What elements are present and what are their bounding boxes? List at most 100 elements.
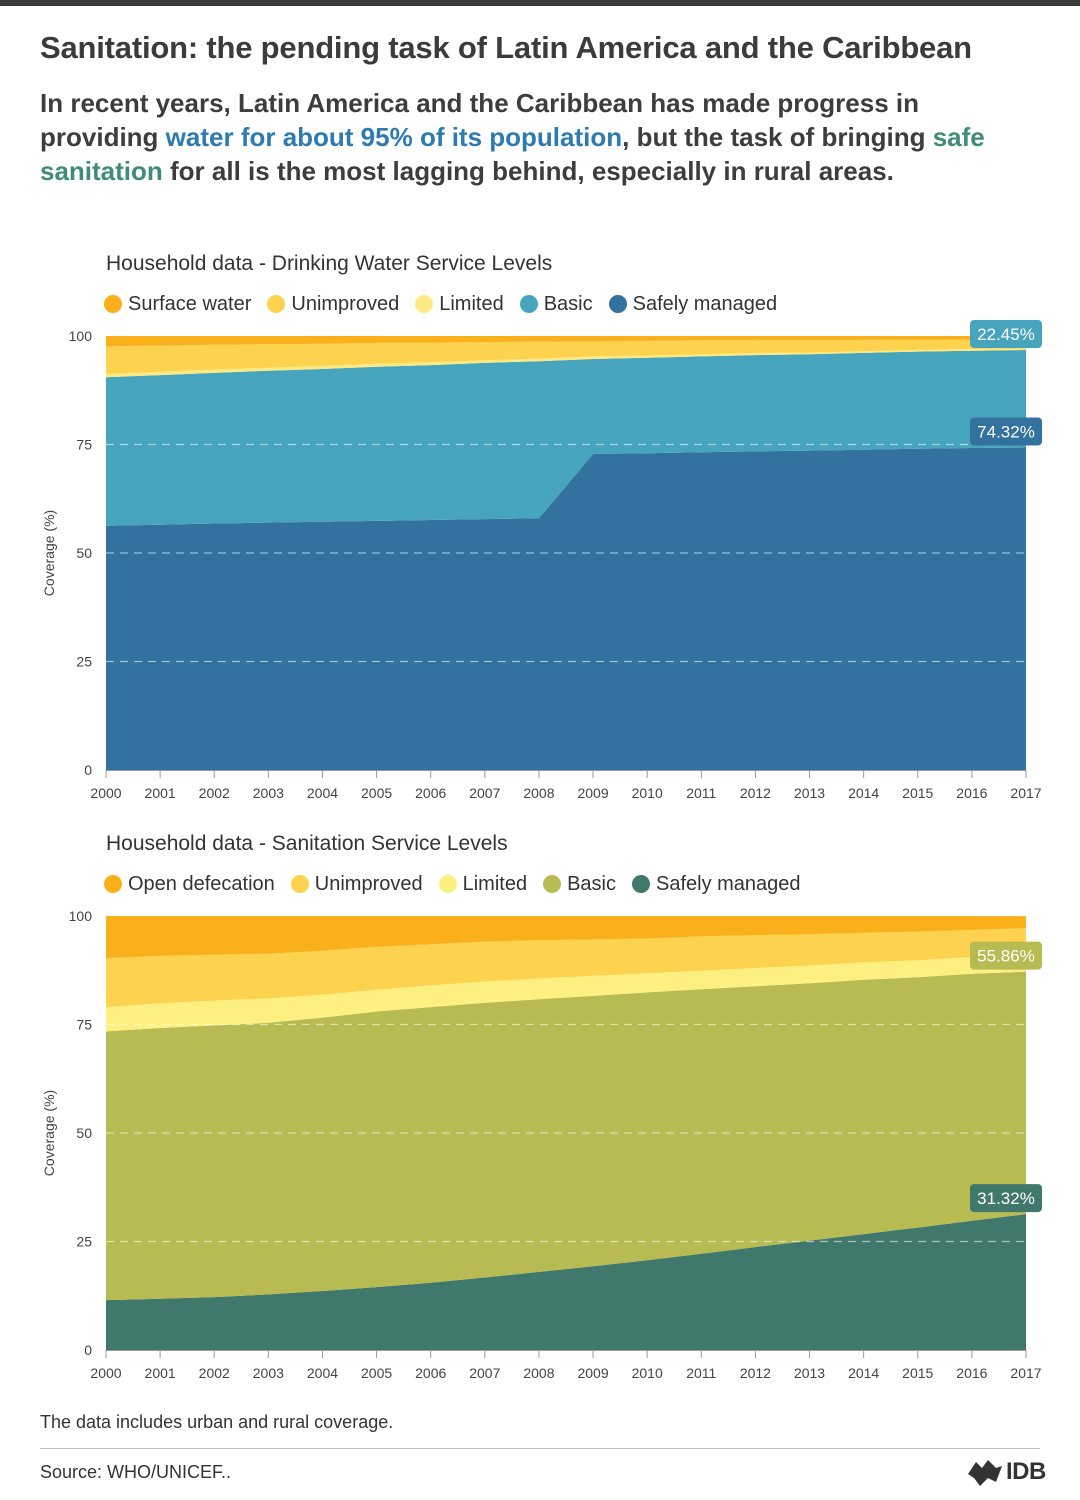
idb-logo-text: IDB [1006, 1458, 1046, 1485]
x-tick-label: 2017 [1010, 785, 1041, 801]
x-tick-label: 2012 [740, 785, 771, 801]
sanitation-chart-title: Household data - Sanitation Service Leve… [106, 832, 508, 855]
x-tick-label: 2014 [848, 1365, 879, 1381]
x-tick-label: 2010 [632, 1365, 663, 1381]
legend-swatch [438, 875, 457, 893]
legend-item: Unimproved [267, 293, 399, 316]
value-badge-bg [970, 1184, 1042, 1213]
x-tick-label: 2009 [577, 1365, 608, 1381]
water-chart-title: Household data - Drinking Water Service … [106, 252, 553, 275]
x-tick-label: 2013 [794, 785, 825, 801]
x-tick-label: 2003 [253, 785, 284, 801]
y-tick-label: 50 [76, 1125, 92, 1141]
legend-label: Basic [567, 872, 616, 895]
value-badge: 31.32% [970, 1184, 1042, 1213]
value-badge-bg [970, 417, 1042, 446]
x-tick-label: 2007 [469, 785, 500, 801]
x-tick-label: 2017 [1010, 1365, 1041, 1381]
x-tick-label: 2004 [307, 785, 338, 801]
top-bar [0, 0, 1080, 6]
x-tick-label: 2008 [523, 785, 554, 801]
legend-swatch [519, 295, 538, 313]
water-chart: 0 25 50 75 100 Coverage (%) 2000 2001 2002 2003 20… [41, 320, 1042, 801]
legend-item: Surface water [104, 293, 251, 316]
y-axis-label: Coverage (%) [41, 510, 57, 596]
legend-item: Basic [519, 292, 593, 316]
y-tick-label: 0 [84, 1342, 92, 1358]
x-tick-label: 2006 [415, 1365, 446, 1381]
area-safely-managed [106, 1214, 1026, 1350]
intro-part-3: for all is the most lagging behind, espe… [162, 156, 894, 186]
legend-swatch [632, 875, 650, 893]
value-badge-label: 22.45% [977, 325, 1035, 344]
intro-part-1: In recent years, Latin America and the C… [40, 88, 919, 152]
legend-item: Open defecation [104, 873, 275, 896]
x-tick-label: 2010 [632, 785, 663, 801]
y-axis-label: Coverage (%) [41, 1090, 57, 1176]
x-tick-label: 2000 [90, 1365, 121, 1381]
value-badge: 22.45% [970, 320, 1042, 349]
legend-item: Limited [438, 873, 527, 896]
area-safely-managed [106, 447, 1026, 770]
x-tick-label: 2002 [199, 785, 230, 801]
value-badge-bg [970, 320, 1042, 349]
legend-item: Basic [543, 873, 616, 896]
y-tick-label: 75 [76, 1017, 92, 1033]
x-tick-label: 2005 [361, 785, 392, 801]
x-tick-label: 2005 [361, 1365, 392, 1381]
value-badge-bg [970, 941, 1042, 970]
legend-label: Unimproved [291, 292, 400, 315]
sanitation-chart-legend: Open defecation Unimproved Limited Basic… [104, 870, 817, 898]
value-badge-label: 74.32% [977, 422, 1035, 441]
legend-label: Safely managed [632, 292, 778, 315]
legend-item: Safely managed [608, 292, 778, 316]
legend-swatch [415, 295, 434, 313]
legend-swatch [290, 875, 309, 893]
sanitation-chart: 0 25 50 75 100 Coverage (%) 2000 2001 2002 2003 20… [41, 908, 1042, 1381]
water-chart-legend: Surface water Unimproved Limited Basic S… [104, 290, 793, 318]
legend-label: Basic [543, 292, 593, 315]
area-open-defecation [106, 916, 1026, 959]
y-tick-label: 100 [69, 328, 93, 344]
x-tick-label: 2006 [415, 785, 446, 801]
value-badge: 55.86% [970, 941, 1042, 970]
legend-label: Open defecation [128, 872, 275, 895]
x-tick-label: 2015 [902, 1365, 933, 1381]
area-surface-water [106, 336, 1026, 347]
y-tick-label: 0 [84, 762, 92, 778]
footer-divider [40, 1448, 1040, 1449]
y-tick-label: 50 [76, 545, 92, 561]
x-tick-label: 2016 [956, 1365, 987, 1381]
y-tick-label: 75 [76, 437, 92, 453]
idb-logo-icon [968, 1460, 1002, 1486]
x-tick-label: 2008 [523, 1365, 554, 1381]
legend-item: Safely managed [632, 873, 801, 896]
y-tick-label: 25 [76, 654, 92, 670]
area-limited [106, 955, 1026, 1032]
intro-highlight-water: water for about 95% of its population [165, 122, 623, 152]
y-tick-label: 25 [76, 1234, 92, 1250]
legend-swatch [104, 295, 122, 313]
x-tick-label: 2003 [253, 1365, 284, 1381]
value-badge-label: 55.86% [977, 947, 1035, 966]
intro-text: In recent years, Latin America and the C… [40, 86, 1040, 188]
x-tick-label: 2004 [307, 1365, 338, 1381]
area-basic [106, 350, 1026, 526]
source-text: Source: WHO/UNICEF.. [40, 1462, 232, 1482]
legend-label: Limited [439, 292, 504, 315]
x-tick-label: 2011 [686, 1365, 716, 1381]
x-tick-label: 2011 [686, 785, 716, 801]
legend-swatch [104, 875, 122, 893]
x-tick-label: 2001 [145, 785, 176, 801]
x-tick-label: 2000 [90, 785, 121, 801]
x-tick-label: 2016 [956, 785, 987, 801]
x-tick-label: 2014 [848, 785, 879, 801]
x-tick-label: 2013 [794, 1365, 825, 1381]
value-badge-label: 31.32% [977, 1189, 1035, 1208]
legend-swatch [543, 875, 562, 893]
area-unimproved [106, 339, 1026, 374]
legend-swatch [608, 295, 627, 313]
legend-swatch [267, 295, 286, 313]
legend-item: Limited [415, 292, 504, 316]
footnote: The data includes urban and rural covera… [40, 1412, 394, 1432]
